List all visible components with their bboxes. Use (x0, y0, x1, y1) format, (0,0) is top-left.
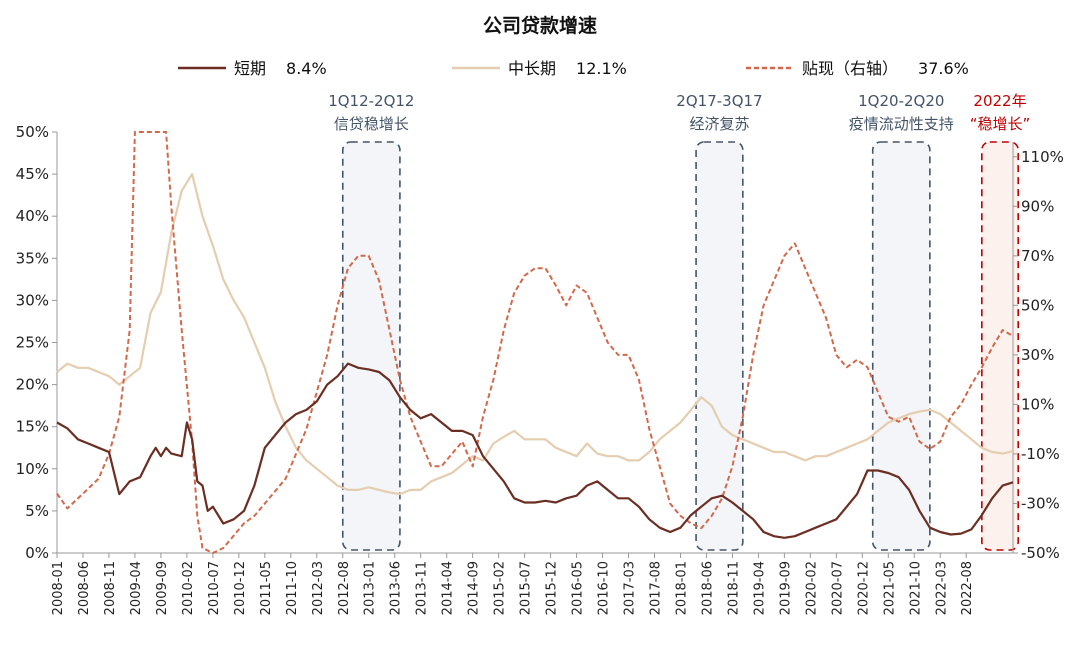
highlight-box-1 (695, 141, 744, 551)
y-right-tick-label: -50% (1021, 544, 1060, 562)
annotation-label: 1Q12-2Q12 (328, 92, 414, 110)
x-tick-label: 2011-05 (259, 561, 274, 615)
chart-title: 公司贷款增速 (483, 14, 597, 37)
x-tick-label: 2020-07 (830, 561, 845, 615)
x-tick-label: 2011-10 (285, 561, 300, 615)
x-tick-label: 2010-02 (181, 561, 196, 615)
x-tick-label: 2015-07 (519, 561, 534, 615)
axes: 0% 5% 10% 15% 20% 25% 30% 35% 40% 45% 50% -50% -30% -… (16, 123, 1064, 615)
x-tick-label: 2014-04 (441, 561, 456, 615)
y-left-tick-label: 35% (16, 249, 49, 267)
x-tick-label: 2008-11 (103, 561, 118, 615)
x-tick-label: 2021-10 (908, 561, 923, 615)
x-tick-label: 2010-07 (207, 561, 222, 615)
annotation-label: 2Q17-3Q17 (676, 92, 762, 110)
series-line-0 (56, 362, 1014, 539)
annotation-label: “稳增长” (970, 115, 1031, 133)
series-lines (56, 131, 1014, 554)
x-tick-label: 2013-01 (363, 561, 378, 615)
y-left-tick-label: 10% (16, 460, 49, 478)
x-tick-label: 2013-06 (389, 561, 404, 615)
x-tick-label: 2015-02 (493, 561, 508, 615)
series-line-2 (56, 131, 1014, 554)
x-tick-label: 2012-08 (337, 561, 352, 615)
y-left-tick-label: 0% (25, 544, 49, 562)
x-tick-label: 2017-08 (649, 561, 664, 615)
x-tick-label: 2009-09 (155, 561, 170, 615)
y-left-tick-label: 30% (16, 291, 49, 309)
legend-value-0: 8.4% (286, 59, 327, 78)
x-tick-label: 2016-05 (571, 561, 586, 615)
x-tick-label: 2013-11 (415, 561, 430, 615)
x-tick-label: 2018-06 (700, 561, 715, 615)
y-right-tick-label: 10% (1021, 395, 1054, 413)
y-left-tick-label: 45% (16, 165, 49, 183)
y-right-tick-label: 30% (1021, 346, 1054, 364)
x-tick-label: 2021-05 (882, 561, 897, 615)
y-right-tick-label: 70% (1021, 247, 1054, 265)
y-right-tick-label: 50% (1021, 296, 1054, 314)
x-tick-label: 2019-09 (778, 561, 793, 615)
x-tick-label: 2017-03 (623, 561, 638, 615)
y-right-tick-label: -10% (1021, 445, 1060, 463)
highlight-box-3 (981, 141, 1019, 551)
y-right-tick-label: 90% (1021, 197, 1054, 215)
x-tick-label: 2010-12 (233, 561, 248, 615)
y-left-tick-label: 20% (16, 376, 49, 394)
annotation-label: 2022年 (973, 92, 1026, 110)
x-tick-label: 2019-04 (752, 561, 767, 615)
x-tick-label: 2014-09 (467, 561, 482, 615)
highlight-box-2 (871, 141, 931, 551)
y-left-tick-label: 40% (16, 207, 49, 225)
y-left-tick-label: 5% (25, 502, 49, 520)
annotation-label: 经济复苏 (689, 115, 749, 133)
y-right-tick-label: -30% (1021, 494, 1060, 512)
x-tick-label: 2008-01 (51, 561, 66, 615)
legend-value-2: 37.6% (918, 59, 969, 78)
x-tick-label: 2008-06 (77, 561, 92, 615)
x-tick-label: 2022-08 (960, 561, 975, 615)
legend-label-1: 中长期 (508, 59, 556, 78)
annotation-label: 信贷稳增长 (334, 115, 409, 133)
series-line-1 (56, 173, 1014, 496)
annotation-label: 1Q20-2Q20 (858, 92, 944, 110)
x-tick-label: 2018-01 (674, 561, 689, 615)
x-tick-label: 2020-02 (804, 561, 819, 615)
legend: 短期 8.4% 中长期 12.1% 贴现（右轴） 37.6% (178, 59, 969, 78)
y-left-tick-label: 25% (16, 334, 49, 352)
annotation-labels: 1Q12-2Q12 信贷稳增长 2Q17-3Q17 经济复苏 1Q20-2Q20 疫情流动… (328, 92, 1030, 133)
x-tick-label: 2018-11 (726, 561, 741, 615)
legend-label-2: 贴现（右轴） (802, 59, 898, 78)
x-tick-label: 2012-03 (311, 561, 326, 615)
x-tick-label: 2009-04 (129, 561, 144, 615)
highlight-box-0 (341, 141, 401, 551)
x-tick-label: 2022-03 (934, 561, 949, 615)
y-right-tick-label: 110% (1021, 148, 1064, 166)
highlight-boxes (341, 141, 1019, 551)
legend-value-1: 12.1% (576, 59, 627, 78)
legend-label-0: 短期 (234, 59, 266, 78)
x-tick-label: 2016-10 (597, 561, 612, 615)
x-tick-label: 2015-12 (545, 561, 560, 615)
y-left-tick-label: 15% (16, 418, 49, 436)
y-left-tick-label: 50% (16, 123, 49, 141)
annotation-label: 疫情流动性支持 (849, 115, 954, 133)
x-tick-label: 2020-12 (856, 561, 871, 615)
